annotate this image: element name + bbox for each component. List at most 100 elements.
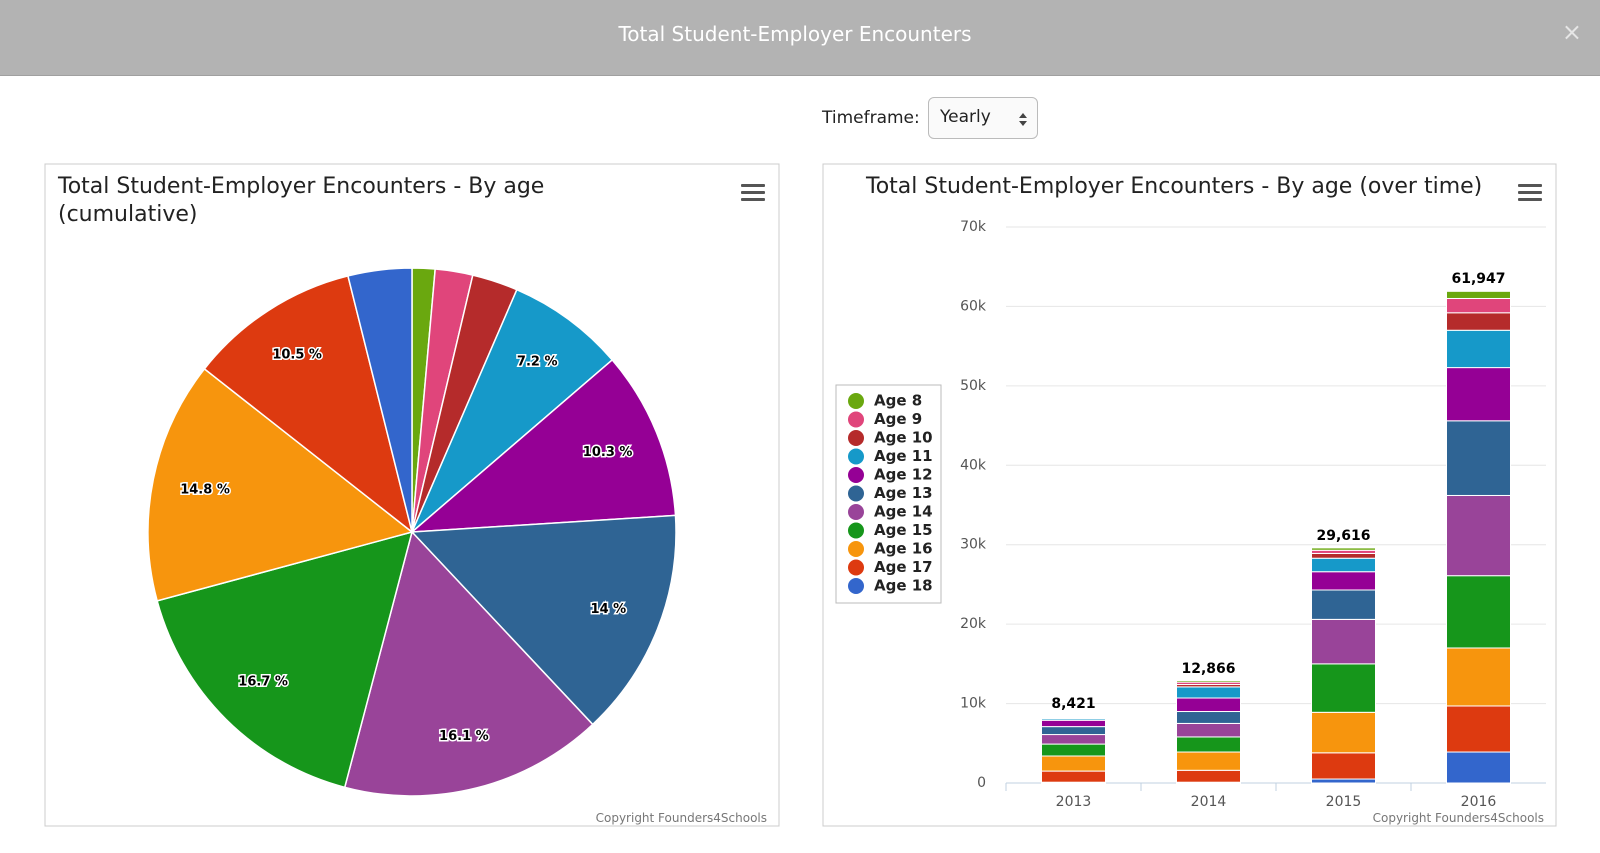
bar-segment [1041,743,1106,757]
pie-slice [347,267,413,533]
pie-credit: Copyright Founders4Schools [596,811,767,825]
bar-segment [1311,547,1376,551]
legend-swatch [848,522,864,539]
legend-label: Age 13 [874,484,933,502]
legend-swatch [848,504,864,520]
bar-segment [1176,680,1241,683]
y-tick-label: 50k [960,378,987,394]
total-label: 61,947 [1451,271,1505,287]
bar-segment [1041,770,1106,783]
bar-segment [1446,705,1511,753]
legend-swatch [848,411,864,428]
total-label: 12,866 [1181,661,1235,677]
bar-segment [1446,367,1511,422]
legend-swatch [848,393,864,409]
y-tick-label: 60k [960,298,987,314]
slice-label: 10.5 % [272,347,322,362]
bar-segment [1041,715,1106,718]
total-label: 8,421 [1051,696,1095,712]
legend-label: Age 17 [874,558,933,576]
x-tick-label: 2016 [1461,794,1497,810]
bar-segment [1176,722,1241,738]
bar-segment [1311,589,1376,620]
pie-slice [147,367,414,602]
legend-swatch [848,467,864,483]
bar-segment [1446,312,1511,331]
legend-label: Age 9 [874,410,922,428]
slice-label: 14 % [591,602,627,617]
pie-slice [156,530,414,789]
bar-segment [1446,751,1511,784]
slice-label: 16.7 % [238,674,288,689]
pie-menu[interactable] [741,184,765,201]
legend-label: Age 18 [874,577,933,595]
slice-label: 16.1 % [439,729,489,744]
legend-label: Age 16 [874,540,933,558]
bar-segment [1041,719,1106,728]
slice-label: 10.3 % [583,445,633,460]
bar-segment [1041,755,1106,772]
bar-segment [1176,769,1241,783]
bar-segment [1446,575,1511,649]
legend-label: Age 8 [874,392,922,410]
bar-segment [1176,736,1241,753]
bar-segment [1041,726,1106,736]
bar-segment [1446,647,1511,707]
bar-menu[interactable] [1518,184,1542,201]
legend-swatch [848,430,864,446]
x-tick-label: 2015 [1326,794,1362,810]
bar-segment [1176,711,1241,724]
bar-segment [1446,329,1511,369]
bar-segment [1311,552,1376,559]
bar-segment [1311,711,1376,754]
legend-label: Age 15 [874,521,933,539]
bar-segment [1311,663,1376,713]
bar-segment [1311,618,1376,665]
legend-swatch [848,541,864,557]
pie-title: Total Student-Employer Encounters - By a… [58,174,545,227]
legend-swatch [848,448,864,465]
x-tick-label: 2014 [1191,794,1227,810]
bar-title: Total Student-Employer Encounters - By a… [866,174,1483,199]
y-tick-label: 40k [960,457,987,473]
pie-slice [409,358,677,533]
slice-label: 7.2 % [517,354,558,369]
y-tick-label: 0 [977,775,986,791]
modal-title: Total Student-Employer Encounters [618,22,972,46]
modal-header: Total Student-Employer Encounters × [0,0,1600,76]
y-tick-label: 10k [960,696,987,712]
bar-segment [1446,290,1511,299]
bar-segment [1446,494,1511,577]
bar-credit: Copyright Founders4Schools [1373,811,1544,825]
y-tick-label: 70k [960,219,987,235]
x-tick-label: 2013 [1056,794,1092,810]
pie-slice [203,274,414,534]
pie-slice [410,514,677,726]
legend-swatch [848,485,864,502]
total-label: 29,616 [1316,528,1370,544]
bar-segment [1311,752,1376,780]
legend-label: Age 10 [874,429,933,447]
bar-segment [1446,420,1511,496]
bar-segment [1176,751,1241,771]
legend-swatch [848,578,864,594]
legend-label: Age 11 [874,447,933,465]
bar-segment [1176,686,1241,699]
bar-segment [1311,778,1376,784]
legend-label: Age 14 [874,503,933,521]
pie-slice [411,288,614,533]
legend-swatch [848,559,864,576]
pie-slice [343,530,594,797]
slice-label: 14.8 % [180,482,230,497]
bar-segment [1311,571,1376,591]
bar-segment [1041,734,1106,745]
legend-label: Age 12 [874,466,933,484]
close-button[interactable]: × [1561,18,1582,46]
bar-segment [1176,697,1241,713]
y-tick-label: 30k [960,537,987,553]
timeframe-select[interactable]: Yearly [928,97,1038,139]
y-tick-label: 20k [960,616,987,632]
timeframe-label: Timeframe: [822,108,920,128]
